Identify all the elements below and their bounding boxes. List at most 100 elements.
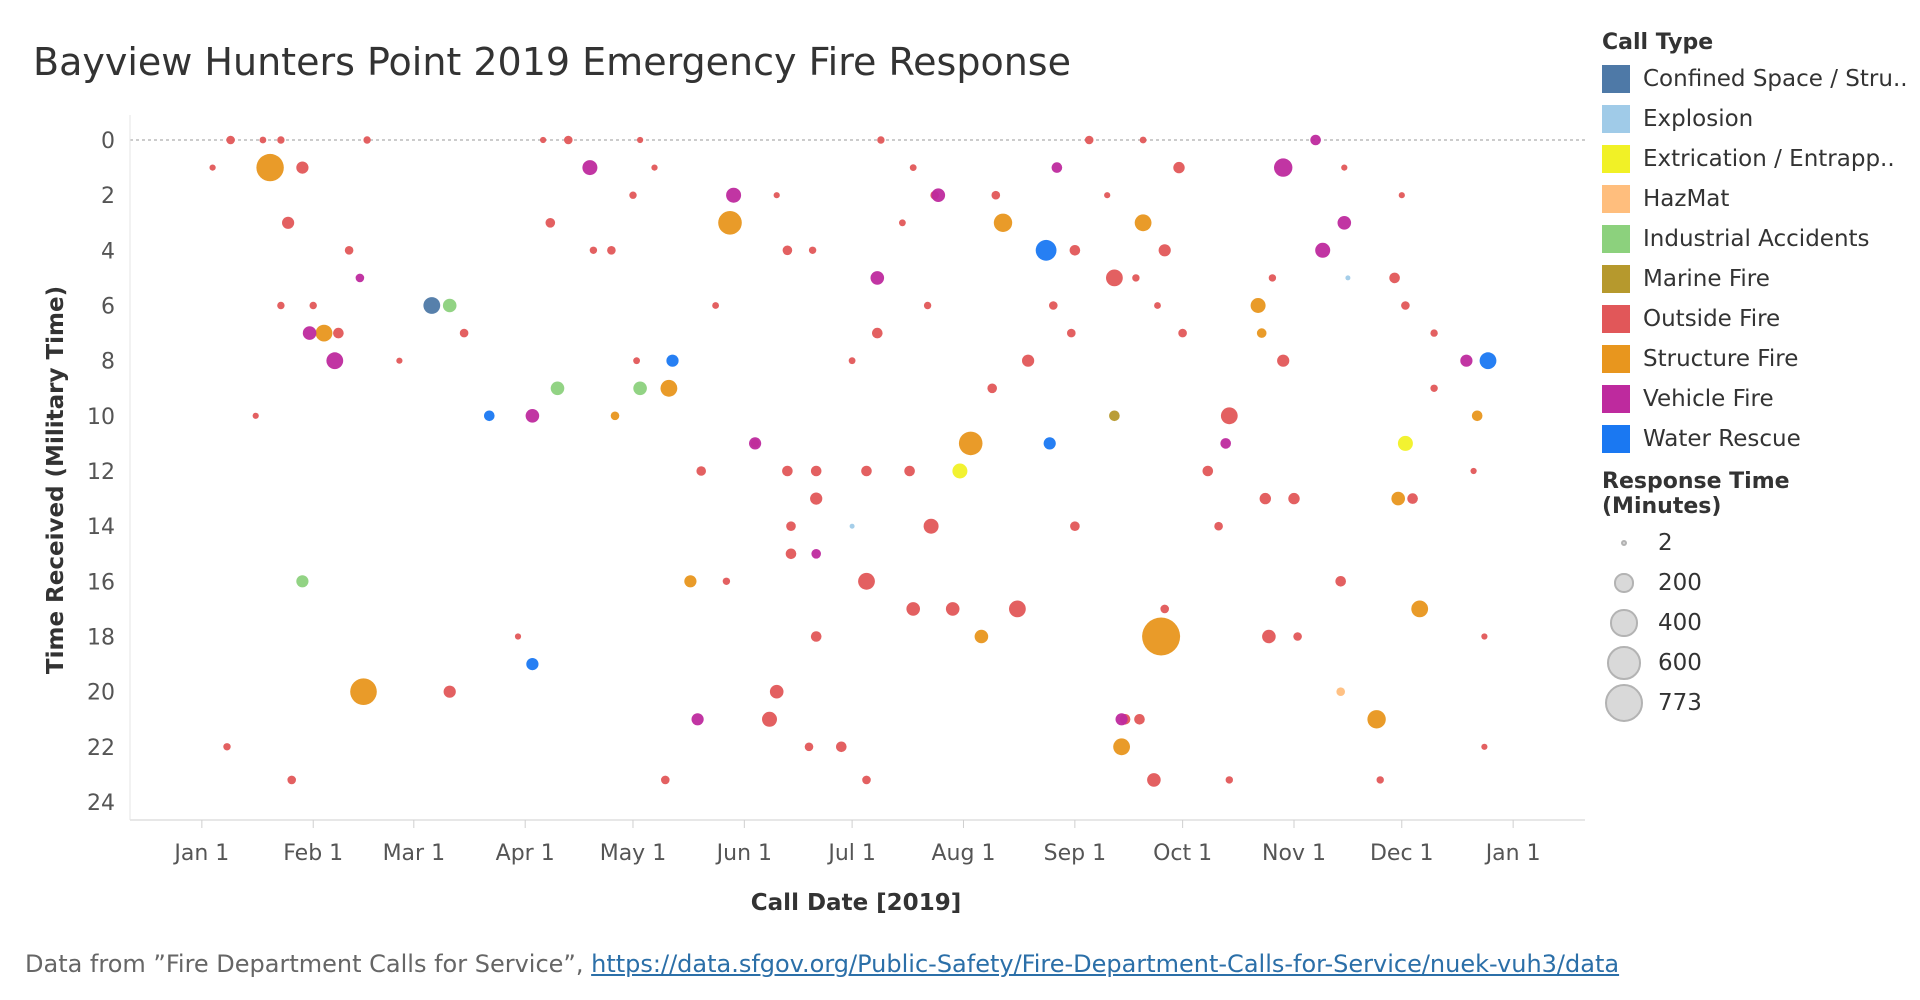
data-point: [252, 412, 259, 419]
size-legend-circle: [1614, 573, 1634, 593]
data-point: [848, 357, 856, 365]
legend-swatch: [1602, 65, 1630, 93]
size-legend-circle: [1610, 609, 1638, 637]
data-point: [363, 136, 371, 144]
data-point: [1481, 743, 1488, 750]
data-point: [1134, 714, 1145, 725]
size-legend-circle: [1621, 540, 1627, 546]
data-point: [277, 301, 285, 310]
data-point: [1288, 492, 1300, 505]
data-point: [1471, 410, 1483, 422]
data-point: [525, 409, 540, 423]
legend-item[interactable]: HazMat: [1602, 179, 1912, 219]
data-point: [722, 577, 731, 585]
x-tick-label: Sep 1: [1044, 841, 1106, 866]
data-point: [1397, 435, 1413, 451]
legend-item[interactable]: Extrication / Entrapp..: [1602, 139, 1912, 179]
y-tick-label: 4: [101, 239, 115, 264]
data-point: [1035, 239, 1057, 261]
data-point: [1220, 407, 1238, 425]
x-tick-label: Mar 1: [383, 841, 446, 866]
data-point: [1115, 713, 1128, 726]
y-tick-label: 18: [87, 626, 115, 651]
data-point: [1104, 192, 1111, 199]
data-point: [836, 741, 847, 753]
data-point: [540, 136, 547, 144]
data-point: [1069, 245, 1081, 256]
data-point: [396, 357, 403, 364]
data-point: [1070, 521, 1080, 531]
data-point: [1337, 216, 1352, 230]
data-point: [1132, 274, 1140, 282]
x-tick-label: Feb 1: [283, 841, 343, 866]
legend-item[interactable]: Structure Fire: [1602, 339, 1912, 379]
data-point: [991, 190, 1001, 200]
data-point: [808, 246, 817, 254]
legend-swatch: [1602, 145, 1630, 173]
data-point: [1202, 465, 1214, 477]
data-point: [769, 684, 784, 699]
size-legend-label: 773: [1658, 690, 1702, 716]
legend-item[interactable]: Outside Fire: [1602, 299, 1912, 339]
data-point: [870, 271, 885, 285]
legend-item[interactable]: Industrial Accidents: [1602, 219, 1912, 259]
size-legend-item: 773: [1602, 683, 1912, 723]
legend-item[interactable]: Vehicle Fire: [1602, 379, 1912, 419]
data-point: [526, 658, 539, 671]
y-tick-label: 16: [87, 570, 115, 595]
data-point: [1178, 328, 1187, 338]
data-point: [326, 352, 344, 370]
data-point: [696, 466, 706, 476]
data-point: [1158, 244, 1171, 257]
size-legend-item: 200: [1602, 563, 1912, 603]
data-point: [718, 211, 742, 235]
legend-item[interactable]: Confined Space / Stru..: [1602, 59, 1912, 99]
data-source-link[interactable]: https://data.sfgov.org/Public-Safety/Fir…: [591, 950, 1620, 978]
data-source-footer: Data from ”Fire Department Calls for Ser…: [25, 950, 1619, 978]
data-point: [1479, 352, 1497, 370]
data-point: [785, 548, 797, 560]
size-legend-label: 600: [1658, 650, 1702, 676]
data-point: [923, 518, 939, 534]
legend-label: Water Rescue: [1643, 426, 1801, 452]
data-point: [226, 135, 235, 145]
data-point: [1274, 158, 1293, 177]
data-point: [1460, 354, 1473, 367]
legend-label: Outside Fire: [1643, 306, 1781, 332]
data-point: [1142, 617, 1181, 656]
data-point: [810, 492, 823, 505]
x-tick-label: Apr 1: [496, 841, 555, 866]
size-legend-item: 600: [1602, 643, 1912, 683]
data-point: [1407, 493, 1418, 504]
data-point: [223, 743, 231, 751]
data-point: [1022, 354, 1035, 367]
data-point: [1106, 269, 1123, 287]
legend-swatch: [1602, 225, 1630, 253]
legend-item[interactable]: Water Rescue: [1602, 419, 1912, 459]
data-point: [423, 297, 441, 314]
legend-item[interactable]: Marine Fire: [1602, 259, 1912, 299]
legend-items: Confined Space / Stru.. Explosion Extricat…: [1602, 59, 1912, 459]
data-point: [1256, 328, 1267, 338]
y-tick-label: 8: [101, 350, 115, 375]
x-axis-label: Call Date [2019]: [751, 890, 961, 916]
legend-item[interactable]: Explosion: [1602, 99, 1912, 139]
data-point: [637, 136, 644, 144]
data-point: [1067, 328, 1076, 338]
data-point: [810, 631, 822, 642]
legend-label: Confined Space / Stru..: [1643, 66, 1908, 92]
legend-swatch: [1602, 305, 1630, 333]
y-tick-label: 12: [87, 460, 115, 485]
x-tick-label: Dec 1: [1370, 841, 1434, 866]
size-legend-circle: [1605, 684, 1643, 722]
data-point: [442, 298, 457, 313]
data-point: [1009, 600, 1026, 618]
data-point: [550, 381, 565, 396]
size-legend-label: 2: [1658, 530, 1673, 556]
legend-label: Extrication / Entrapp..: [1643, 146, 1895, 172]
x-tick-label: Jul 1: [826, 841, 876, 866]
data-point: [514, 633, 522, 640]
data-point: [564, 135, 573, 145]
